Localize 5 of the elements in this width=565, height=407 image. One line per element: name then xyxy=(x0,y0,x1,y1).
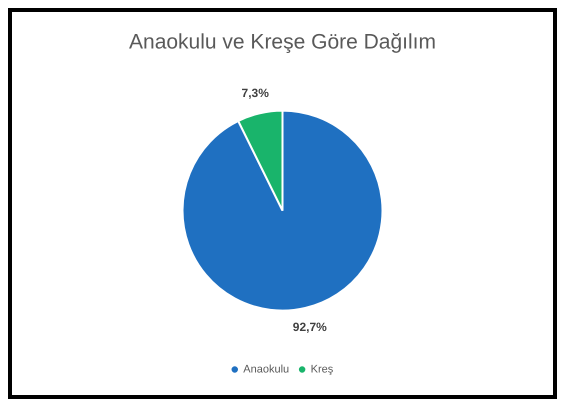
legend-label: Kreş xyxy=(310,364,334,376)
data-label: 7,3% xyxy=(242,86,270,100)
legend-label: Anaokulu xyxy=(243,364,290,376)
chart-title: Anaokulu ve Kreşe Göre Dağılım xyxy=(129,30,436,54)
data-label: 92,7% xyxy=(292,320,328,334)
